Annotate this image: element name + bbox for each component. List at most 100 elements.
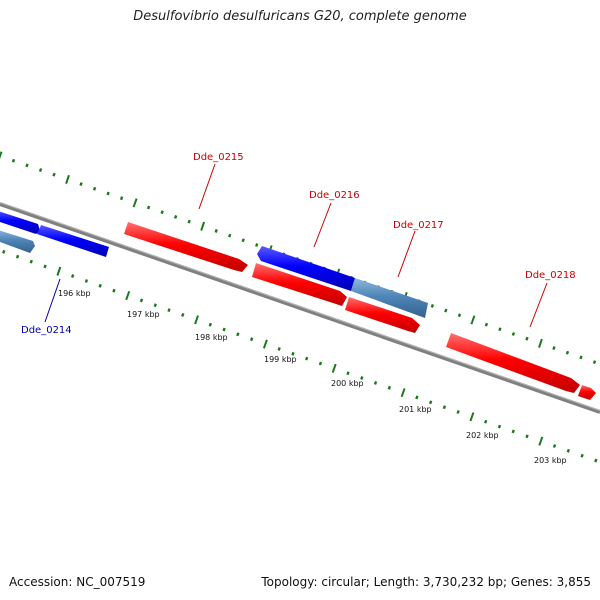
outer-tick [11, 158, 16, 163]
outer-tick [0, 151, 3, 160]
leader-dde-0214 [44, 278, 61, 323]
inner-tick [98, 283, 102, 288]
gene-dde-0216[interactable] [257, 246, 355, 291]
scale-label-202: 202 kbp [466, 431, 499, 440]
inner-tick [29, 259, 33, 264]
inner-tick [70, 274, 75, 279]
inner-tick [373, 380, 378, 385]
inner-tick [2, 249, 6, 254]
leader-dde-0217 [397, 230, 416, 278]
label-leaders [44, 163, 548, 328]
inner-tick [56, 266, 62, 276]
gene-dde-0215[interactable] [124, 222, 248, 272]
outer-tick [119, 196, 124, 201]
inner-tick [346, 371, 350, 376]
inner-tick [580, 453, 584, 458]
inner-tick [125, 290, 131, 301]
outer-tick [106, 191, 110, 196]
inner-tick [538, 436, 544, 446]
gene-reverse-light-0[interactable] [0, 229, 35, 253]
genome-title: Desulfovibrio desulfuricans G20, complet… [133, 9, 467, 24]
inner-tick [456, 410, 460, 414]
gene-features [0, 210, 596, 400]
inner-tick [181, 312, 185, 317]
inner-tick [262, 339, 268, 349]
inner-tick [552, 444, 557, 448]
outer-tick [92, 186, 97, 191]
inner-tick [43, 264, 47, 269]
outer-tick [511, 332, 516, 336]
outer-tick [132, 198, 138, 208]
outer-tick [255, 243, 259, 247]
inner-tick [291, 351, 295, 356]
accession-text: Accession: NC_007519 [9, 575, 146, 589]
outer-tick [160, 210, 164, 215]
gene-label-dde-0218: Dde_0218 [525, 270, 576, 281]
outer-tick [457, 313, 462, 318]
inner-tick [442, 405, 447, 410]
scale-label-197: 197 kbp [127, 310, 160, 319]
scale-label-199: 199 kbp [264, 355, 297, 364]
outer-tick [187, 219, 191, 224]
gene-dde-0217[interactable] [351, 278, 428, 318]
inner-tick [428, 400, 433, 405]
leader-dde-0215 [198, 163, 216, 210]
inner-tick [84, 279, 89, 283]
inner-tick [167, 308, 171, 312]
gene-dde-0218[interactable] [446, 333, 580, 393]
scale-label-198: 198 kbp [195, 333, 228, 342]
inner-tick [415, 395, 419, 400]
outer-tick [444, 308, 448, 313]
inner-tick [222, 327, 226, 332]
genome-backbone [0, 202, 600, 414]
inner-tick [305, 356, 309, 361]
outer-tick [579, 355, 583, 360]
inner-tick [112, 288, 116, 293]
inner-tick [387, 385, 392, 390]
leader-dde-0216 [313, 202, 332, 248]
outer-tick [25, 163, 29, 168]
inner-scale-track [2, 249, 598, 463]
inner-tick [484, 419, 488, 424]
gene-label-dde-0217: Dde_0217 [393, 220, 444, 231]
inner-tick [360, 376, 364, 380]
gene-forward-a[interactable] [252, 263, 347, 306]
outer-tick [52, 172, 56, 177]
leader-dde-0218 [529, 282, 548, 328]
inner-tick [525, 434, 529, 439]
inner-tick [400, 388, 406, 398]
gene-label-dde-0215: Dde_0215 [193, 152, 244, 163]
outer-tick [525, 336, 529, 341]
inner-tick [511, 429, 515, 434]
outer-tick [470, 315, 476, 325]
inner-tick [497, 424, 502, 429]
outer-tick [65, 174, 70, 185]
outer-tick [565, 350, 570, 355]
gene-forward-b[interactable] [345, 297, 420, 333]
gene-label-dde-0214: Dde_0214 [21, 325, 72, 336]
outer-tick [173, 214, 178, 219]
outer-tick [38, 168, 43, 173]
scale-labels: 196 kbp 197 kbp 198 kbp 199 kbp 200 kbp … [58, 289, 567, 465]
outer-tick [552, 346, 556, 351]
inner-tick [594, 458, 598, 463]
outer-tick [592, 360, 597, 364]
gene-reverse-0[interactable] [0, 210, 40, 234]
inner-tick [469, 412, 475, 422]
gene-forward-c[interactable] [578, 385, 596, 400]
inner-tick [331, 363, 337, 373]
gene-dde-0214[interactable] [37, 225, 109, 257]
outer-tick [484, 322, 489, 327]
inner-tick [277, 346, 281, 351]
scale-label-200: 200 kbp [331, 379, 364, 388]
outer-tick [200, 221, 206, 231]
inner-tick [236, 332, 240, 337]
outer-tick [228, 233, 232, 238]
outer-tick [146, 205, 151, 210]
genome-backbone-highlight [0, 202, 600, 411]
outer-tick [214, 229, 218, 233]
outer-tick [430, 303, 435, 308]
inner-tick [153, 303, 157, 308]
